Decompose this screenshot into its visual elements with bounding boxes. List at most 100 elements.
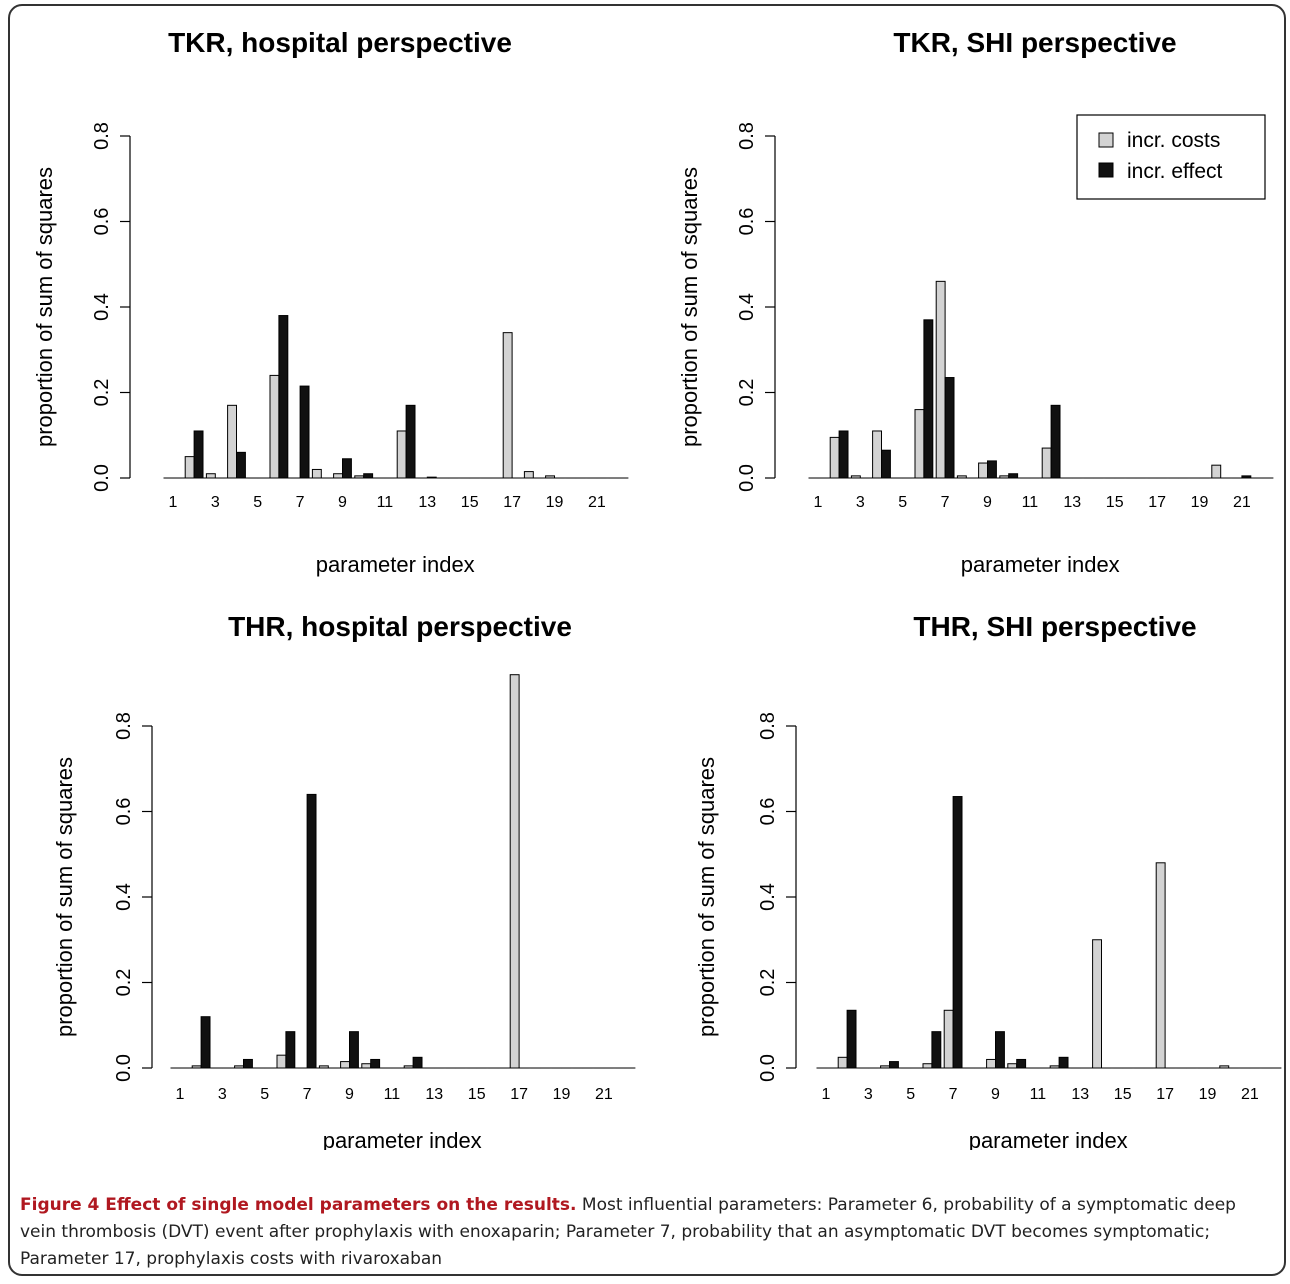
bar-costs [276, 1054, 287, 1069]
x-tick-label: 15 [1114, 1086, 1132, 1103]
bar-costs [502, 332, 513, 479]
y-tick-label: 0.6 [736, 208, 758, 236]
chart-title: THR, SHI perspective [913, 611, 1196, 642]
bar-costs [978, 462, 989, 479]
y-tick-label: 0.8 [736, 122, 758, 150]
bar-effect [405, 404, 416, 479]
x-tick-label: 5 [906, 1086, 915, 1103]
bar-effect [944, 377, 955, 479]
bar-effect [931, 1031, 942, 1069]
bar-costs [829, 436, 840, 479]
bar-costs [340, 1061, 351, 1069]
legend-swatch-costs [1098, 132, 1114, 148]
x-axis-label: parameter index [323, 1128, 482, 1150]
bar-effect [278, 315, 289, 479]
x-tick-label: 5 [253, 494, 262, 511]
legend-label-costs: incr. costs [1127, 129, 1220, 152]
bar-costs [403, 1065, 414, 1069]
bar-effect [838, 430, 849, 479]
caption-body: Most influential parameters: Parameter 6… [20, 1195, 1236, 1269]
bar-costs [935, 280, 946, 479]
bar-effect [1050, 404, 1061, 479]
bar-effect [1058, 1056, 1069, 1069]
x-tick-label: 19 [546, 494, 564, 511]
x-tick-label: 5 [898, 494, 907, 511]
bar-effect [1008, 473, 1019, 479]
x-tick-label: 7 [941, 494, 950, 511]
bar-effect [243, 1058, 253, 1069]
y-tick-label: 0.8 [91, 122, 113, 150]
x-tick-label: 21 [1233, 494, 1251, 511]
bar-costs [311, 468, 322, 479]
bar-effect [923, 319, 934, 479]
bar-costs [1092, 939, 1103, 1069]
y-tick-label: 0.0 [757, 1054, 779, 1082]
x-tick-label: 1 [168, 494, 177, 511]
y-tick-label: 0.6 [113, 798, 135, 826]
x-tick-label: 21 [595, 1086, 613, 1103]
y-axis-label: proportion of sum of squares [52, 757, 77, 1037]
bar-costs [1041, 447, 1052, 479]
x-tick-label: 21 [588, 494, 606, 511]
figure-caption: Figure 4 Effect of single model paramete… [20, 1192, 1272, 1273]
bar-costs [956, 475, 967, 479]
legend-box [1076, 114, 1266, 200]
bar-costs [396, 430, 407, 479]
bar-effect [299, 385, 310, 479]
x-tick-label: 11 [1030, 1086, 1047, 1103]
x-tick-label: 15 [468, 1086, 486, 1103]
bar-costs [914, 409, 925, 479]
bar-effect [952, 796, 963, 1069]
x-tick-label: 13 [1071, 1086, 1089, 1103]
bar-effect [995, 1031, 1005, 1069]
x-tick-label: 7 [296, 494, 305, 511]
y-tick-label: 0.8 [757, 712, 779, 740]
bar-effect [426, 476, 437, 479]
bar-effect [193, 430, 204, 479]
y-tick-label: 0.4 [113, 883, 135, 911]
x-tick-label: 7 [303, 1086, 312, 1103]
chart-title: THR, hospital perspective [228, 611, 572, 642]
x-tick-label: 3 [218, 1086, 227, 1103]
bar-costs [872, 430, 883, 479]
x-tick-label: 17 [510, 1086, 528, 1103]
y-tick-label: 0.4 [757, 883, 779, 911]
x-tick-label: 3 [864, 1086, 873, 1103]
x-axis-label: parameter index [969, 1128, 1128, 1150]
x-tick-label: 1 [821, 1086, 830, 1103]
bar-costs [1211, 464, 1222, 479]
bar-effect [342, 458, 352, 479]
y-tick-label: 0.6 [757, 798, 779, 826]
bar-costs [880, 1065, 891, 1069]
y-tick-label: 0.2 [736, 379, 758, 407]
x-tick-label: 9 [345, 1086, 354, 1103]
x-tick-label: 17 [1148, 494, 1166, 511]
chart-panels: TKR, hospital perspective 0.0 0.2 0.4 0.6 0.8… [32, 27, 1282, 1150]
x-tick-label: 3 [856, 494, 865, 511]
y-tick-label: 0.6 [91, 208, 113, 236]
bar-costs [361, 1063, 372, 1069]
x-tick-label: 19 [1191, 494, 1209, 511]
x-tick-label: 19 [553, 1086, 571, 1103]
bar-costs [184, 456, 195, 479]
bar-costs [837, 1056, 848, 1069]
chart-title: TKR, SHI perspective [893, 27, 1176, 58]
bar-effect [987, 460, 997, 479]
x-tick-label: 17 [503, 494, 521, 511]
bar-effect [349, 1031, 359, 1069]
bar-costs [191, 1065, 202, 1069]
x-tick-label: 9 [991, 1086, 1000, 1103]
bar-effect [881, 449, 891, 479]
bar-costs [545, 475, 556, 479]
y-tick-label: 0.2 [113, 969, 135, 997]
x-tick-label: 11 [377, 494, 394, 511]
bar-effect [370, 1058, 381, 1069]
bar-effect [1241, 475, 1252, 479]
x-tick-label: 15 [461, 494, 479, 511]
y-tick-label: 0.0 [736, 464, 758, 492]
bar-costs [227, 404, 238, 479]
bar-costs [205, 473, 216, 479]
bar-costs [922, 1063, 933, 1069]
x-tick-label: 19 [1199, 1086, 1217, 1103]
y-tick-label: 0.4 [91, 293, 113, 321]
